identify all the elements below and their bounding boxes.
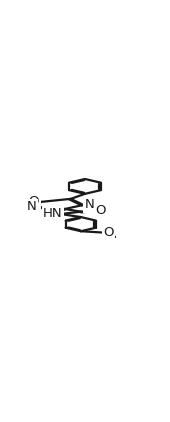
Text: O: O — [103, 226, 114, 239]
Text: HN: HN — [43, 207, 63, 220]
Text: O: O — [29, 195, 39, 208]
Text: N: N — [27, 200, 37, 214]
Text: N: N — [85, 198, 95, 211]
Text: O: O — [95, 204, 106, 217]
